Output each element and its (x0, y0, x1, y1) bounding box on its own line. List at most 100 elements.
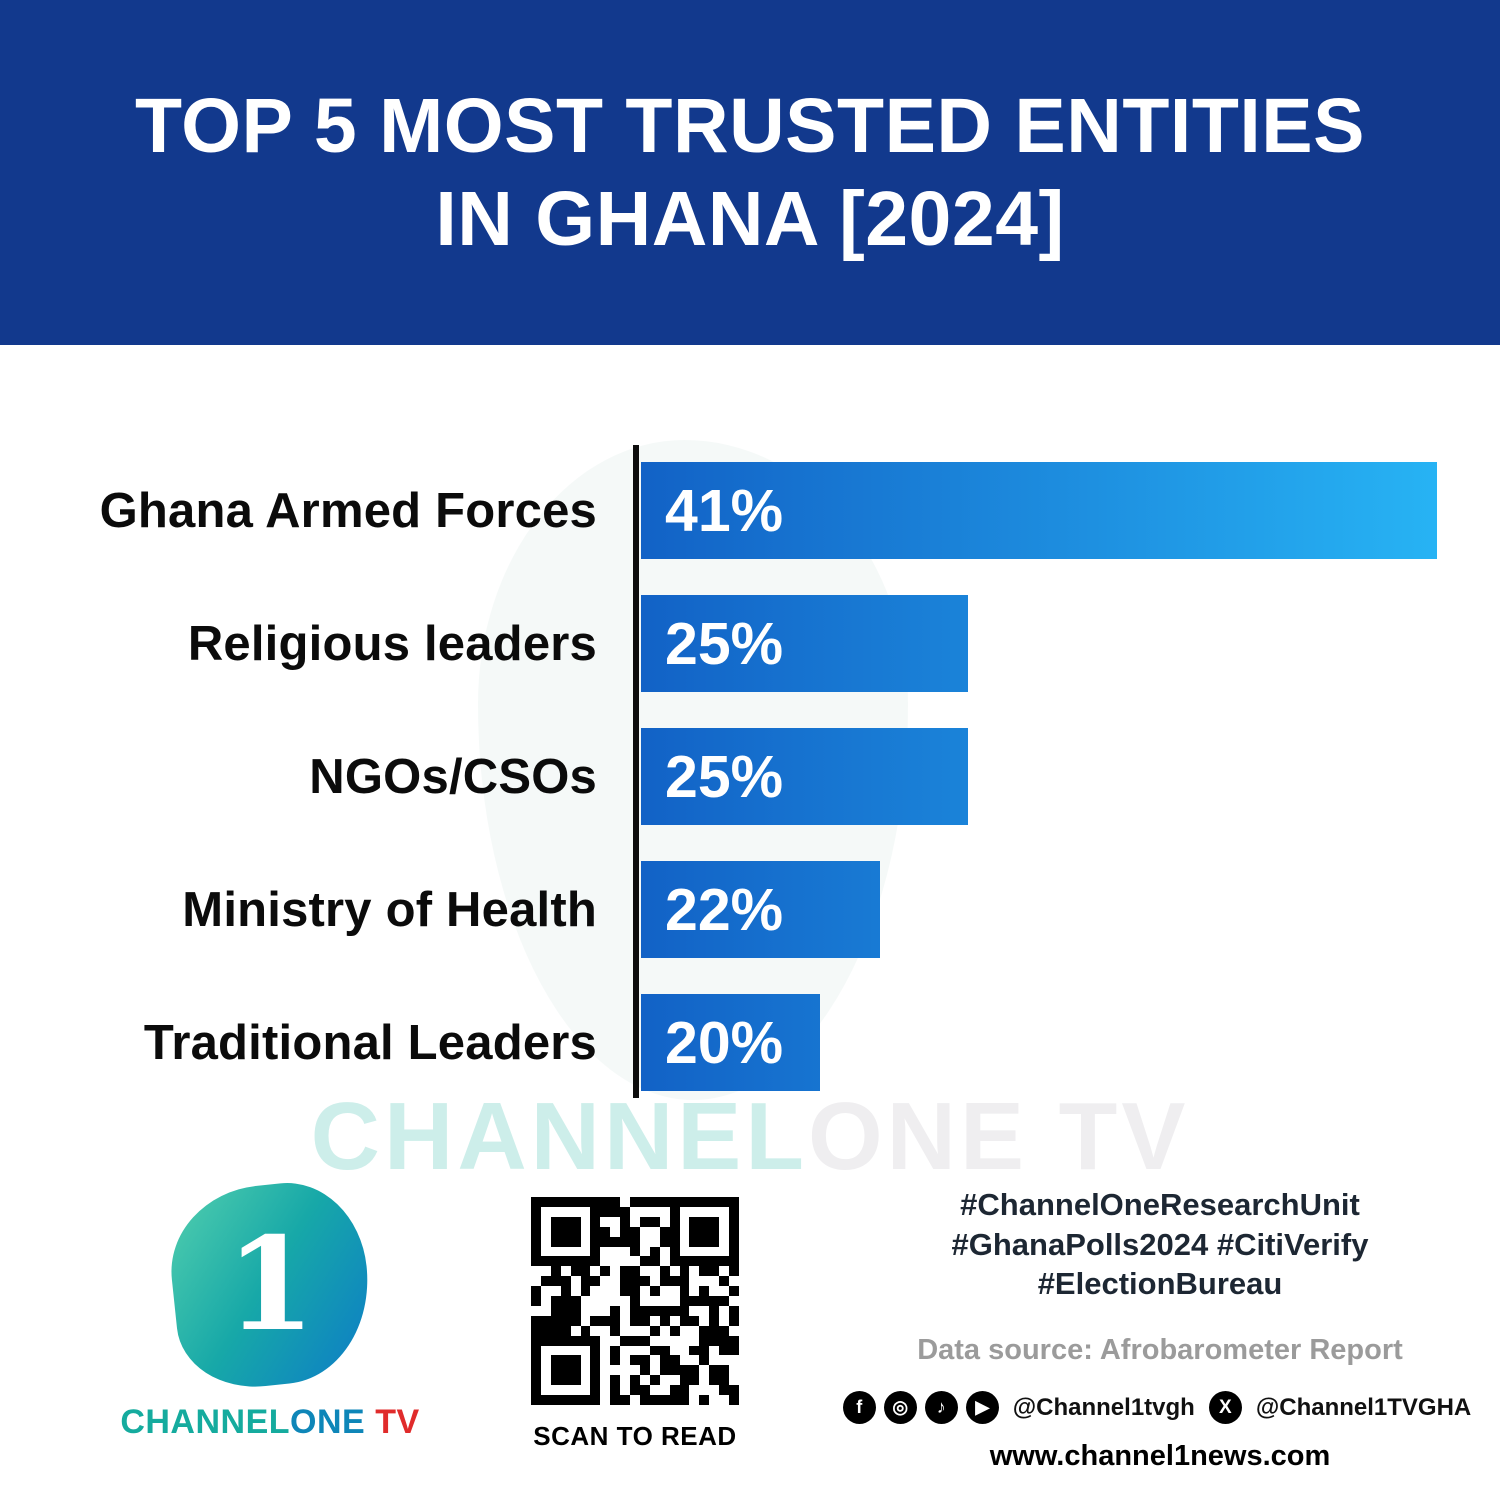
qr-module (649, 1325, 660, 1336)
youtube-icon: ▶ (965, 1391, 999, 1425)
qr-module (649, 1375, 660, 1386)
qr-module (669, 1315, 680, 1326)
qr-module (550, 1355, 561, 1366)
qr-module (630, 1197, 640, 1207)
qr-module (719, 1266, 730, 1277)
qr-module (590, 1226, 601, 1237)
qr-module (699, 1395, 710, 1405)
qr-module (570, 1315, 581, 1326)
qr-module (610, 1286, 621, 1297)
qr-module (669, 1395, 680, 1405)
qr-module (649, 1305, 660, 1316)
qr-module (689, 1335, 700, 1346)
qr-module (580, 1276, 591, 1287)
qr-module (729, 1375, 739, 1386)
qr-module (620, 1206, 631, 1217)
qr-module (540, 1375, 551, 1386)
qr-module (639, 1335, 650, 1346)
qr-module (620, 1385, 631, 1396)
qr-module (709, 1197, 720, 1207)
qr-module (531, 1385, 541, 1396)
qr-module (669, 1226, 680, 1237)
qr-module (620, 1286, 631, 1297)
channel-one-logo-icon: 1 (162, 1175, 378, 1395)
qr-module (699, 1276, 710, 1287)
qr-module (689, 1256, 700, 1267)
qr-module (659, 1226, 670, 1237)
qr-module (630, 1256, 640, 1267)
qr-module (531, 1236, 541, 1247)
qr-module (630, 1216, 640, 1227)
qr-module (620, 1345, 631, 1356)
qr-module (580, 1395, 591, 1405)
qr-module (689, 1226, 700, 1237)
qr-module (540, 1305, 551, 1316)
qr-module (709, 1385, 720, 1396)
qr-module (669, 1276, 680, 1287)
qr-module (719, 1345, 730, 1356)
qr-module (719, 1335, 730, 1346)
qr-module (540, 1246, 551, 1257)
qr-module (630, 1236, 640, 1247)
qr-module (570, 1385, 581, 1396)
qr-module (570, 1276, 581, 1287)
qr-module (620, 1335, 631, 1346)
qr-module (639, 1246, 650, 1257)
qr-module (679, 1197, 690, 1207)
qr-module (550, 1335, 561, 1346)
qr-module (540, 1276, 551, 1287)
qr-module (699, 1305, 710, 1316)
qr-module (531, 1226, 541, 1237)
qr-module (729, 1197, 739, 1207)
qr-module (669, 1256, 680, 1267)
qr-module (709, 1305, 720, 1316)
qr-module (679, 1286, 690, 1297)
qr-module (610, 1197, 621, 1207)
qr-module (580, 1305, 591, 1316)
qr-module (600, 1345, 611, 1356)
qr-module (649, 1266, 660, 1277)
qr-module (550, 1385, 561, 1396)
qr-module (659, 1246, 670, 1257)
qr-module (639, 1286, 650, 1297)
qr-module (729, 1236, 739, 1247)
bar-rows: Ghana Armed Forces 41% Religious leaders… (0, 462, 1500, 1127)
qr-module (580, 1226, 591, 1237)
qr-module (729, 1246, 739, 1257)
qr-module (709, 1325, 720, 1336)
qr-module (719, 1197, 730, 1207)
qr-module (669, 1246, 680, 1257)
qr-module (630, 1355, 640, 1366)
qr-module (570, 1395, 581, 1405)
qr-module (630, 1246, 640, 1257)
qr-module (699, 1197, 710, 1207)
qr-module (719, 1216, 730, 1227)
qr-module (610, 1385, 621, 1396)
qr-module (649, 1395, 660, 1405)
qr-module (669, 1197, 680, 1207)
qr-module (540, 1216, 551, 1227)
qr-module (600, 1305, 611, 1316)
social-row: f ◎ ♪ ▶ @Channel1tvgh X @Channel1TVGHA (842, 1391, 1471, 1425)
qr-module (600, 1236, 611, 1247)
qr-module (729, 1256, 739, 1267)
bar-category-label: Traditional Leaders (143, 1015, 597, 1070)
qr-module (729, 1286, 739, 1297)
qr-module (610, 1216, 621, 1227)
qr-module (610, 1246, 621, 1257)
qr-module (540, 1256, 551, 1267)
qr-module (540, 1355, 551, 1366)
qr-module (649, 1296, 660, 1306)
qr-module (679, 1355, 690, 1366)
qr-module (590, 1375, 601, 1386)
qr-module (659, 1375, 670, 1386)
qr-module (649, 1226, 660, 1237)
qr-module (729, 1335, 739, 1346)
qr-module (679, 1296, 690, 1306)
qr-module (560, 1276, 571, 1287)
qr-module (531, 1305, 541, 1316)
qr-caption: SCAN TO READ (533, 1421, 737, 1451)
qr-module (550, 1286, 561, 1297)
qr-module (639, 1325, 650, 1336)
qr-module (689, 1375, 700, 1386)
